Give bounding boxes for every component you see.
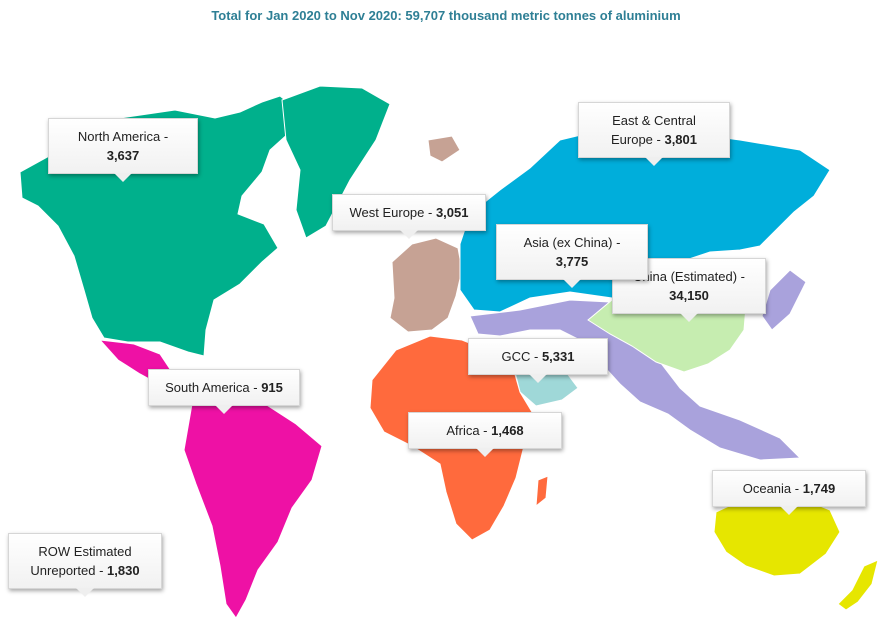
region-madagascar[interactable] (535, 475, 549, 508)
callout-value: 3,775 (555, 254, 589, 269)
callout-line1: Asia (ex China) - (523, 235, 621, 250)
map-title: Total for Jan 2020 to Nov 2020: 59,707 t… (211, 8, 681, 23)
callout-north-america[interactable]: North America - 3,637 (48, 118, 198, 182)
callout-label: West Europe - (349, 205, 436, 220)
callout-west-europe[interactable]: West Europe - 3,051 (332, 194, 486, 239)
callout-value: 915 (261, 380, 283, 395)
callout-label: South America - (165, 380, 262, 395)
callout-south-america[interactable]: South America - 915 (148, 369, 300, 414)
callout-value: 1,468 (491, 423, 524, 438)
region-iceland-scandinavia[interactable] (427, 135, 461, 163)
callout-oceania[interactable]: Oceania - 1,749 (712, 470, 866, 515)
callout-value: 3,801 (664, 132, 698, 147)
callout-asia-ex-china[interactable]: Asia (ex China) - 3,775 (496, 224, 648, 288)
callout-row-estimated[interactable]: ROW Estimated Unreported - 1,830 (8, 533, 162, 597)
region-new-zealand[interactable] (837, 559, 879, 611)
callout-line1: North America - (77, 129, 169, 144)
callout-value: 34,150 (669, 288, 709, 303)
callout-value: 1,749 (802, 481, 836, 496)
callout-china[interactable]: China (Estimated) - 34,150 (612, 258, 766, 322)
callout-value: 3,051 (435, 205, 469, 220)
callout-line1: East & Central (612, 113, 696, 128)
callout-label: Europe - (610, 132, 665, 147)
region-south-america[interactable] (183, 397, 323, 619)
callout-value: 3,637 (106, 148, 140, 163)
callout-line1: ROW Estimated (38, 544, 132, 559)
callout-label: Unreported - (30, 563, 108, 578)
callout-label: Oceania - (742, 481, 803, 496)
callout-east-central-europe[interactable]: East & Central Europe - 3,801 (578, 102, 730, 166)
callout-value: 1,830 (107, 563, 140, 578)
region-west-europe[interactable] (389, 237, 463, 333)
callout-gcc[interactable]: GCC - 5,331 (468, 338, 608, 383)
callout-label: Africa - (446, 423, 492, 438)
callout-value: 5,331 (541, 349, 575, 364)
callout-line1: China (Estimated) - (633, 269, 745, 284)
region-japan[interactable] (761, 269, 807, 331)
callout-label: GCC - (501, 349, 542, 364)
callout-africa[interactable]: Africa - 1,468 (408, 412, 562, 457)
